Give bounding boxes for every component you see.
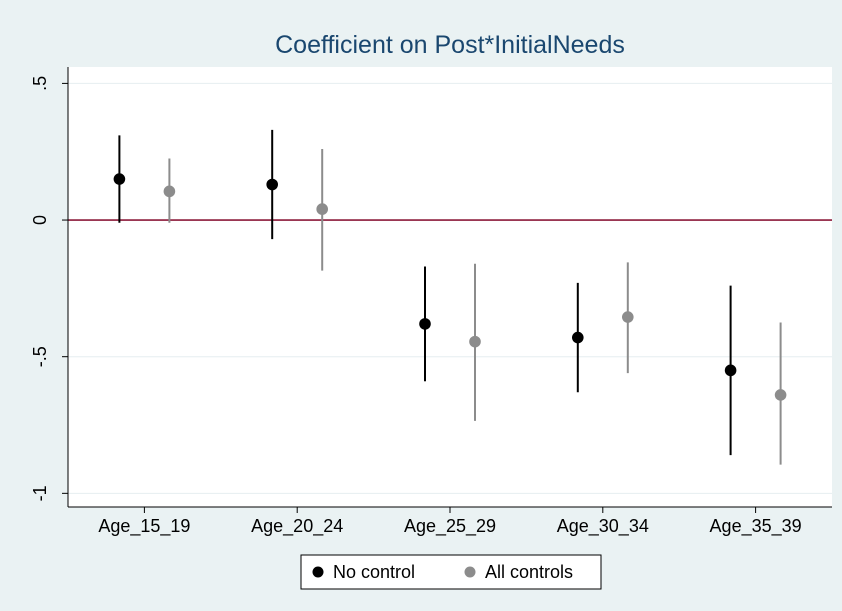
point-2-Age_25_29 — [469, 335, 481, 348]
chart-title: Coefficient on Post*InitialNeeds — [275, 31, 625, 59]
plot-area — [68, 67, 832, 507]
x-tick-label-4: Age_35_39 — [710, 516, 802, 537]
x-tick-label-1: Age_20_24 — [251, 516, 343, 537]
point-2-Age_35_39 — [774, 389, 787, 401]
point-2-Age_15_19 — [163, 185, 176, 198]
x-tick-label-2: Age_25_29 — [404, 516, 496, 537]
series-layer — [113, 129, 787, 465]
grid-lines — [68, 82, 832, 494]
y-tick-label-1: 0 — [30, 215, 50, 225]
point-1-Age_30_34 — [572, 331, 584, 344]
x-tick-label-3: Age_30_34 — [557, 516, 649, 537]
legend-label-2: All controls — [485, 562, 573, 582]
y-tick-label-3: -1 — [30, 485, 50, 501]
y-tick-label-2: -.5 — [30, 346, 50, 367]
point-1-Age_20_24 — [266, 178, 279, 191]
point-2-Age_30_34 — [622, 311, 634, 323]
legend-box — [300, 554, 602, 590]
point-2-Age_20_24 — [316, 203, 329, 215]
point-1-Age_25_29 — [419, 318, 431, 330]
legend-marker-1 — [312, 566, 324, 578]
legend-marker-2 — [464, 566, 476, 578]
legend-label-1: No control — [333, 562, 415, 582]
legend: No control All controls — [300, 554, 602, 590]
point-1-Age_35_39 — [724, 364, 737, 377]
axes: .5 0 -.5 -1 Age_15_19 Age_20_24 Age_25_29 Age_3… — [30, 67, 832, 537]
x-tick-label-0: Age_15_19 — [98, 516, 190, 537]
point-1-Age_15_19 — [113, 173, 126, 185]
y-tick-label-0: .5 — [30, 76, 50, 91]
